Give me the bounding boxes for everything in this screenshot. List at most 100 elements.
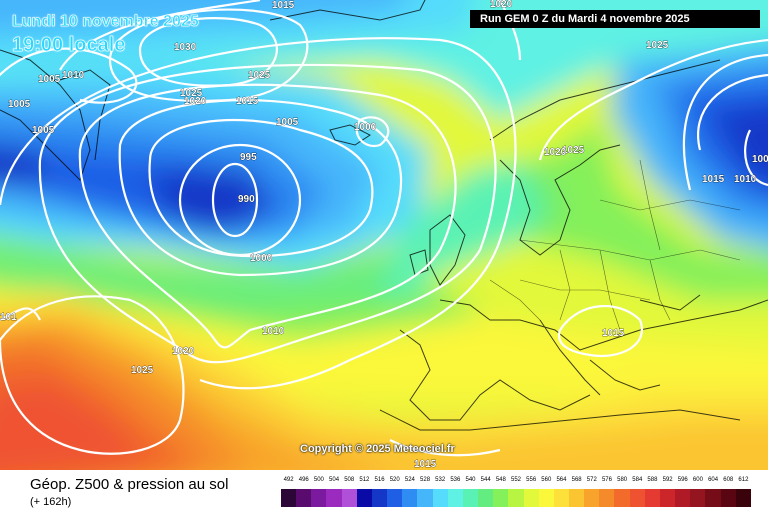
legend-labels: 492 496 500 504 508 512 516 520 524 528 532 536 540 5…	[281, 477, 751, 489]
isobars	[0, 0, 768, 455]
legend-value-label: 604	[708, 477, 719, 483]
isobar-1000	[148, 118, 374, 258]
legend-value-label: 560	[541, 477, 552, 483]
legend-swatch	[584, 489, 600, 507]
map-canvas: 1015 1020 1030 1005 1010 1025 1025 1020 …	[0, 0, 768, 470]
legend-swatch	[508, 489, 524, 507]
isobar-label: 1015	[414, 459, 437, 470]
legend-value-label: 596	[677, 477, 688, 483]
legend-swatch	[281, 489, 297, 507]
legend-swatch	[447, 489, 463, 507]
weather-map: 1015 1020 1030 1005 1010 1025 1025 1020 …	[0, 0, 768, 470]
legend-value-label: 544	[480, 477, 491, 483]
legend-swatch	[326, 489, 342, 507]
legend-value-label: 520	[389, 477, 400, 483]
isobar-1015-east	[682, 53, 768, 191]
legend-value-label: 612	[738, 477, 749, 483]
isobar-label: 1010	[734, 174, 757, 185]
legend-value-label: 572	[586, 477, 597, 483]
legend-value-label: 556	[526, 477, 537, 483]
isobar-1020-n	[499, 0, 522, 61]
legend-value-label: 536	[450, 477, 461, 483]
isobar-label: 1030	[174, 42, 197, 53]
isobar-label: 1025	[180, 88, 203, 99]
legend-swatch	[356, 489, 372, 507]
legend-value-label: 600	[692, 477, 703, 483]
country-borders	[489, 159, 741, 331]
coastlines	[0, 0, 768, 431]
legend-swatch	[705, 489, 721, 507]
isobar-label: 1015	[236, 96, 259, 107]
legend-swatch	[629, 489, 645, 507]
legend-swatch	[493, 489, 509, 507]
legend-value-label: 540	[465, 477, 476, 483]
isobar-1015	[38, 63, 497, 364]
isobar-label: 1005	[38, 74, 61, 85]
color-legend: 492 496 500 504 508 512 516 520 524 528 532 536 540 5…	[281, 477, 751, 507]
isobar-label: 1005	[32, 125, 55, 136]
legend-swatch	[659, 489, 676, 507]
isobar-1015-south	[389, 439, 501, 457]
isobar-1010-west	[0, 47, 138, 104]
legend-value-label: 588	[647, 477, 658, 483]
isobar-label: 1025	[248, 70, 271, 81]
isobar-1025-high	[0, 295, 185, 455]
legend-value-label: 512	[359, 477, 370, 483]
isobar-label: 1010	[262, 326, 285, 337]
legend-swatch	[296, 489, 312, 507]
isobar-label: 1000	[354, 122, 377, 133]
legend-value-label: 524	[404, 477, 415, 483]
legend-value-label: 528	[420, 477, 431, 483]
legend-value-label: 548	[495, 477, 506, 483]
legend-swatch	[417, 489, 433, 507]
map-footer: Géop. Z500 & pression au sol (+ 162h) 49…	[0, 470, 768, 512]
isobar-label: 1005	[276, 117, 299, 128]
legend-value-label: 564	[556, 477, 567, 483]
legend-swatch	[675, 489, 691, 507]
legend-swatch	[690, 489, 706, 507]
forecast-date: Lundi 10 novembre 2025	[12, 13, 199, 31]
legend-swatch	[432, 489, 448, 507]
legend-value-label: 504	[329, 477, 340, 483]
copyright-notice: Copyright © 2025 Meteociel.fr	[300, 443, 455, 455]
forecast-time: 19:00 locale	[12, 34, 126, 57]
isobar-label: 1020	[184, 96, 207, 107]
model-run-info: Run GEM 0 Z du Mardi 4 novembre 2025	[470, 10, 760, 28]
isobar-1005-east	[744, 129, 768, 187]
isobar-label: 1015	[702, 174, 725, 185]
legend-swatch	[462, 489, 479, 507]
isobar-label: 1020	[172, 346, 195, 357]
legend-swatch	[614, 489, 630, 507]
isobar-label: 1025	[646, 40, 669, 51]
isobar-label: 100	[752, 154, 768, 165]
legend-value-label: 552	[510, 477, 522, 483]
legend-swatch	[720, 489, 736, 507]
legend-value-label: 568	[571, 477, 582, 483]
legend-swatch	[644, 489, 660, 507]
isobar-1010	[78, 83, 457, 349]
legend-swatch	[402, 489, 418, 507]
isobar-1020	[0, 37, 517, 390]
legend-value-label: 516	[374, 477, 385, 483]
legend-value-label: 584	[632, 477, 643, 483]
isobar-1025-ne	[538, 38, 768, 161]
legend-value-label: 492	[283, 477, 294, 483]
isobar-1030	[138, 17, 278, 87]
isobar-label: 1005	[8, 99, 31, 110]
isobar-label: 1025	[131, 365, 154, 376]
legend-value-label: 508	[344, 477, 355, 483]
isobar-labels: 1015 1020 1030 1005 1010 1025 1025 1020 …	[0, 0, 768, 470]
isobar-1020-north	[59, 0, 261, 71]
isobar-label: 101	[0, 312, 17, 323]
legend-swatch	[371, 489, 388, 507]
isobar-1000-small	[355, 116, 390, 148]
isobar-990	[211, 162, 259, 238]
isobar-1010-east	[697, 73, 768, 151]
geopotential-fill	[0, 0, 768, 470]
legend-swatch	[387, 489, 403, 507]
legend-color-bar	[281, 489, 751, 507]
legend-swatch	[523, 489, 539, 507]
legend-value-label: 496	[298, 477, 309, 483]
isobar-label: 1000	[250, 253, 273, 264]
legend-swatch	[311, 489, 327, 507]
